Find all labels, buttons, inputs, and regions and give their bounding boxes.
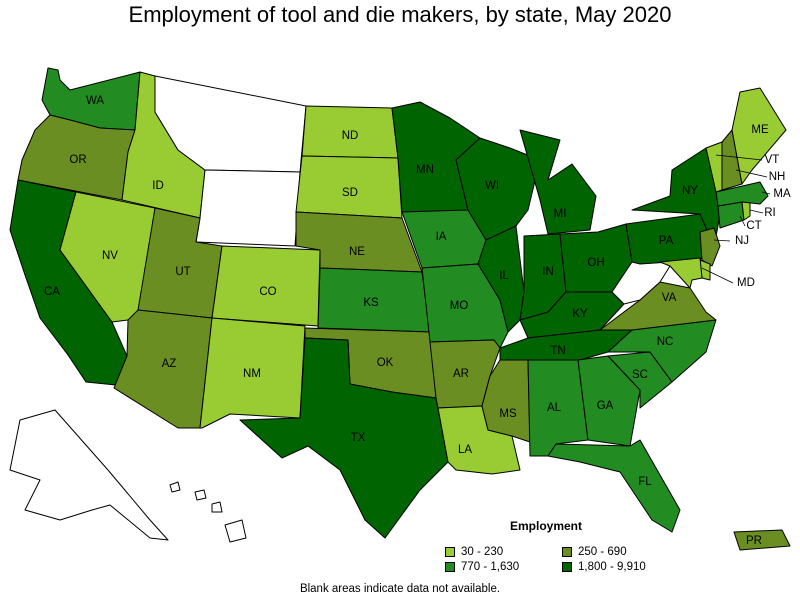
legend-swatch [562,562,572,572]
state-label-va: VA [662,292,677,304]
state-label-in: IN [542,266,554,278]
state-label-nd: ND [342,130,359,142]
state-wi [455,137,541,241]
state-label-ny: NY [682,185,698,197]
leader-lines [701,154,771,284]
state-nj [699,227,721,267]
leader-line-ri [749,209,764,214]
state-label-nj: NJ [735,235,749,247]
state-label-sc: SC [632,369,648,381]
state-ak [9,409,169,541]
leader-line-nj [713,239,731,242]
state-label-wi: WI [485,180,499,192]
state-label-ut: UT [175,266,190,278]
legend-swatch [562,547,572,557]
legend-label: 1,800 - 9,910 [578,561,646,573]
state-label-tn: TN [550,345,565,357]
state-label-id: ID [152,180,164,192]
state-ri [741,201,751,221]
legend-label: 250 - 690 [578,546,627,558]
state-label-or: OR [69,154,86,166]
legend-item-1: 30 - 230 [445,546,503,558]
state-label-tx: TX [351,432,366,444]
state-label-vt: VT [765,154,780,166]
leader-line-nh [735,169,768,178]
legend-title: Employment [510,519,583,533]
state-label-ks: KS [363,297,379,309]
state-label-ct: CT [746,220,761,232]
state-wy [195,169,301,247]
state-label-nh: NH [769,171,786,183]
legend-item-2: 250 - 690 [562,546,627,558]
leader-line-ma [761,191,771,195]
state-layer [9,67,791,551]
state-ma [715,181,769,207]
legend-swatch [445,562,455,572]
footnote: Blank areas indicate data not available. [299,583,501,595]
state-ga [577,355,641,447]
legend-item-4: 1,800 - 9,910 [562,561,646,573]
state-ct [717,201,745,229]
state-md [659,257,703,289]
state-il [477,225,525,333]
legend-label: 30 - 230 [461,546,504,558]
state-label-nc: NC [657,336,674,348]
state-label-ia: IA [436,231,447,243]
state-label-oh: OH [587,257,604,269]
state-label-wa: WA [86,95,104,107]
state-label-az: AZ [162,358,177,370]
state-label-sd: SD [342,187,358,199]
state-label-la: LA [458,444,472,456]
map-title: Employment of tool and die makers, by st… [128,2,672,27]
state-sc [607,351,673,409]
legend-item-3: 770 - 1,630 [445,561,519,573]
state-label-fl: FL [638,476,652,488]
state-label-ma: MA [773,188,791,200]
state-pr [733,529,791,551]
leader-line-ct [739,215,746,227]
state-labels: WA OR CA ID NV UT AZ CO NM ND SD NE KS OK TX MN IA MO AR LA… [44,95,791,547]
state-label-md: MD [737,277,755,289]
state-label-me: ME [751,124,769,136]
state-label-al: AL [547,402,562,414]
state-label-mn: MN [416,164,434,176]
state-label-mi: MI [554,208,567,220]
state-label-ms: MS [499,408,517,420]
state-label-ne: NE [349,246,365,258]
state-label-co: CO [259,286,276,298]
state-label-il: IL [499,270,509,282]
state-hi [169,481,247,543]
state-label-ri: RI [764,207,776,219]
state-fl [547,439,681,533]
state-label-ar: AR [453,368,469,380]
state-label-nv: NV [102,250,118,262]
state-label-nm: NM [243,368,261,380]
state-tx [239,337,449,539]
state-label-ca: CA [44,286,60,298]
state-me [731,87,787,185]
state-label-ky: KY [572,308,588,320]
state-label-mo: MO [450,300,469,312]
state-mi [519,129,597,235]
state-label-ga: GA [597,400,614,412]
state-label-pr: PR [746,535,762,547]
state-label-ok: OK [377,357,394,369]
legend-swatch [445,547,455,557]
state-nm [199,317,306,429]
state-label-pa: PA [659,235,674,247]
legend-label: 770 - 1,630 [461,561,520,573]
leader-line-vt [715,154,763,161]
leader-line-md [701,267,734,284]
